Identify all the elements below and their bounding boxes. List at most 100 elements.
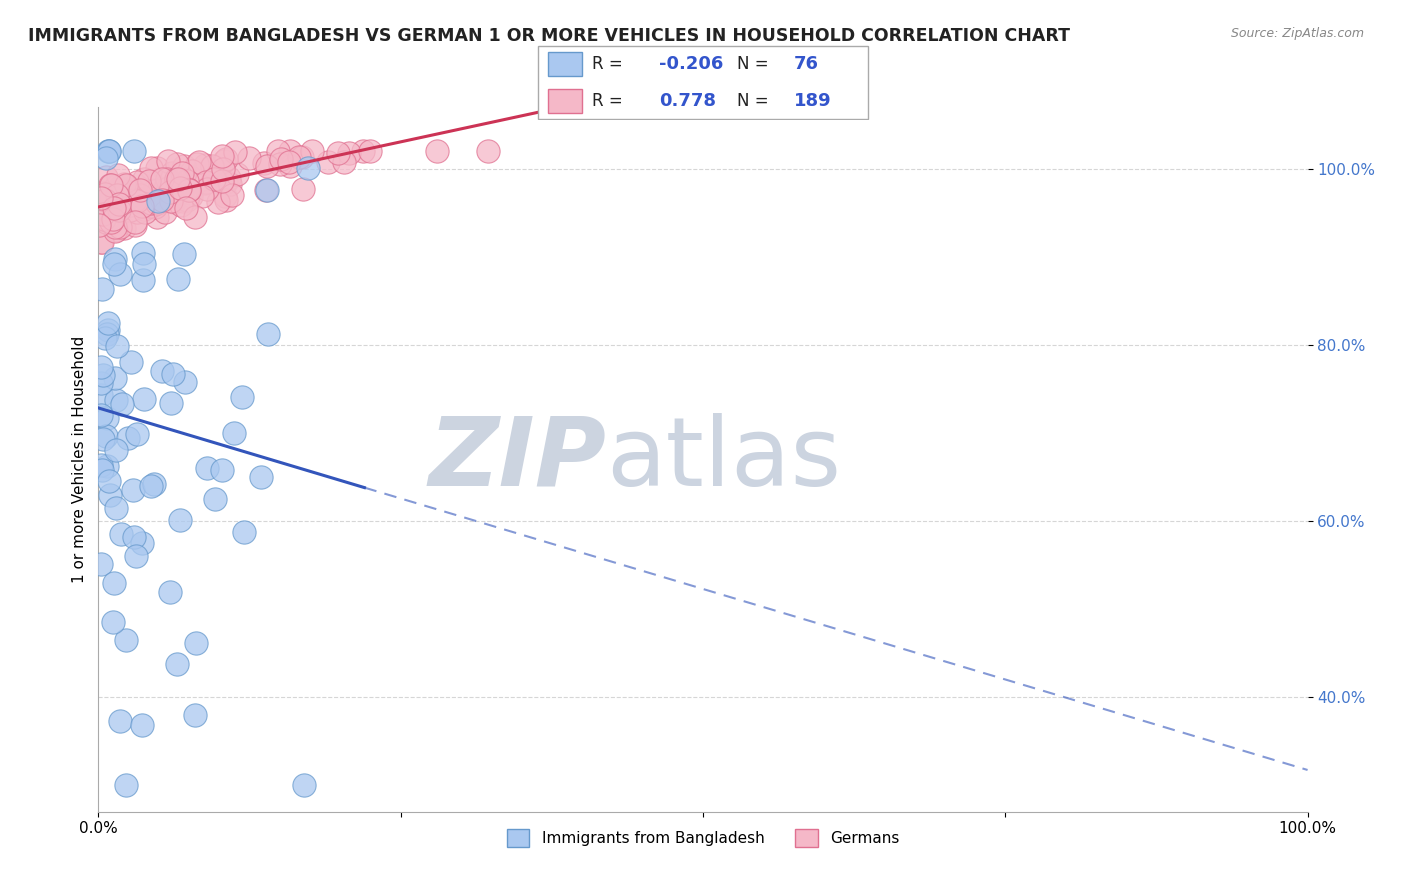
Point [278, 155, 301, 169]
Point [207, 173, 229, 187]
Point [128, 188, 150, 202]
Point [90, 388, 112, 402]
Point [145, 199, 167, 213]
Text: 76: 76 [794, 55, 820, 73]
Point [110, 527, 132, 541]
Point [318, 155, 340, 169]
Point [90, 206, 112, 220]
Point [107, 185, 129, 199]
Point [141, 195, 163, 210]
Point [94, 151, 117, 165]
Point [110, 714, 132, 728]
Point [195, 182, 218, 196]
Point [104, 186, 127, 201]
Point [93, 211, 115, 226]
Point [297, 161, 319, 176]
Point [180, 163, 202, 178]
Point [145, 161, 167, 175]
Point [257, 327, 280, 342]
Point [159, 585, 181, 599]
Point [176, 173, 198, 187]
Point [107, 202, 129, 217]
Point [96, 410, 118, 425]
Point [148, 172, 170, 186]
Point [98, 144, 121, 158]
Point [256, 160, 278, 174]
Point [132, 273, 155, 287]
Point [173, 247, 195, 261]
Point [124, 193, 146, 207]
Point [108, 219, 131, 234]
Point [93, 432, 115, 446]
Point [179, 186, 201, 200]
Point [156, 189, 179, 203]
Point [202, 172, 225, 186]
Point [100, 193, 122, 207]
Point [125, 195, 148, 210]
Point [132, 172, 155, 186]
Point [89, 190, 111, 204]
Point [105, 200, 128, 214]
Point [139, 161, 162, 176]
Point [108, 267, 131, 281]
Point [214, 193, 236, 207]
Point [165, 172, 187, 186]
Point [132, 256, 155, 270]
Point [103, 211, 125, 226]
Point [207, 194, 229, 209]
Point [253, 155, 276, 169]
Point [87, 204, 110, 219]
Point [121, 355, 143, 369]
Point [100, 208, 122, 222]
Point [111, 397, 134, 411]
Point [96, 215, 118, 229]
Point [211, 162, 233, 177]
Point [107, 339, 129, 353]
Point [187, 174, 209, 188]
Point [127, 175, 149, 189]
Point [125, 427, 148, 442]
Point [269, 157, 291, 171]
Point [215, 175, 238, 189]
Point [146, 194, 169, 209]
Point [167, 271, 190, 285]
Point [156, 172, 179, 186]
Point [110, 186, 132, 201]
Point [100, 191, 122, 205]
Point [121, 183, 143, 197]
Point [290, 150, 312, 164]
Point [108, 182, 131, 196]
Point [112, 188, 135, 202]
Point [157, 154, 180, 169]
Legend: Immigrants from Bangladesh, Germans: Immigrants from Bangladesh, Germans [501, 822, 905, 854]
Point [112, 220, 135, 235]
Point [221, 188, 243, 202]
Point [184, 636, 207, 650]
Point [209, 176, 232, 190]
Point [352, 144, 374, 158]
Point [143, 183, 166, 197]
Point [146, 196, 169, 211]
Point [90, 408, 112, 422]
Point [426, 144, 449, 158]
Point [179, 170, 201, 185]
Point [211, 463, 233, 477]
Point [89, 218, 111, 232]
Point [292, 778, 315, 792]
Point [211, 149, 233, 163]
Point [172, 194, 194, 208]
Point [179, 183, 201, 197]
Point [96, 213, 118, 227]
Point [231, 390, 253, 404]
Point [176, 182, 198, 196]
Point [93, 202, 115, 217]
Point [139, 479, 162, 493]
Point [134, 198, 156, 212]
Point [100, 197, 122, 211]
Point [96, 458, 118, 473]
Point [141, 194, 163, 208]
Point [146, 210, 169, 224]
Point [150, 193, 173, 207]
Point [131, 246, 153, 260]
Point [222, 425, 245, 440]
